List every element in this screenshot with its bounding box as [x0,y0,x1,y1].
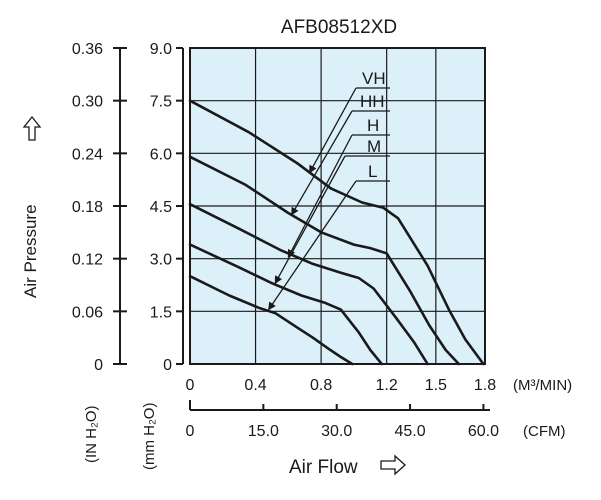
right-arrow-icon [380,454,406,476]
chart-title: AFB08512XD [281,17,397,38]
up-arrow-icon [22,115,42,141]
x-tick-label-cfm: 15.0 [248,423,279,440]
x-tick-label-m3min: 1.8 [474,377,496,394]
y-tick-label-mmh2o: 4.5 [150,199,172,216]
x-tick-label-m3min: 0 [186,377,195,394]
y-unit-inh2o: (IN H₂O) [83,406,100,463]
y-tick-label-inh2o: 0.36 [72,41,103,58]
y-tick-labels-inh2o: 0 0.06 0.12 0.18 0.24 0.30 0.36 [72,41,103,374]
y-tick-label-mmh2o: 3.0 [150,252,172,269]
y-tick-label-mmh2o: 0 [163,357,172,374]
leader-arrow [309,87,357,174]
x-tick-label-m3min: 0.8 [310,377,332,394]
x-unit-m3min: (M³/MIN) [513,377,572,394]
y-axis [113,47,184,365]
series-line-vh [188,99,485,366]
x-axis-cfm: 0 15.0 30.0 45.0 60.0 [186,400,499,440]
x-axis-label: Air Flow [289,457,358,478]
series-line-l [188,274,354,366]
series-line-m [188,243,384,366]
x-tick-label-cfm: 45.0 [394,423,425,440]
y-tick-label-mmh2o: 6.0 [150,146,172,163]
series-group [188,99,485,366]
series-label-h: H [367,116,379,135]
y-tick-labels-mmh2o: 0 1.5 3.0 4.5 6.0 7.5 9.0 [150,41,172,374]
x-tick-label-cfm: 0 [186,423,195,440]
y-tick-label-inh2o: 0.18 [72,199,103,216]
series-line-h [188,202,429,366]
y-tick-label-inh2o: 0.06 [72,304,103,321]
y-axis-label: Air Pressure [21,204,40,298]
y-tick-label-mmh2o: 9.0 [150,41,172,58]
series-label-m: M [367,137,381,156]
series-label-vh: VH [362,69,386,88]
x-tick-label-m3min: 1.2 [376,377,398,394]
x-tick-label-m3min: 0.4 [244,377,266,394]
series-label-hh: HH [360,92,385,111]
y-tick-label-inh2o: 0.30 [72,94,103,111]
y-tick-label-inh2o: 0 [94,357,103,374]
y-tick-label-mmh2o: 1.5 [150,304,172,321]
leader-arrow [274,155,346,285]
x-tick-label-cfm: 60.0 [468,423,499,440]
y-tick-label-mmh2o: 7.5 [150,94,172,111]
grid [190,48,485,364]
x-tick-label-cfm: 30.0 [321,423,352,440]
x-axis-m3min: 0 0.4 0.8 1.2 1.5 1.8 [186,377,497,394]
series-line-hh [188,155,461,366]
leader-arrow [287,134,353,258]
leader-arrow [291,110,353,216]
plot-frame [189,47,486,365]
y-tick-label-inh2o: 0.12 [72,252,103,269]
x-tick-label-m3min: 1.5 [425,377,447,394]
y-unit-mmh2o: (mm H₂O) [141,403,158,470]
leader-arrow [268,180,357,311]
y-tick-label-inh2o: 0.24 [72,146,103,163]
series-label-l: L [368,162,377,181]
x-unit-cfm: (CFM) [523,423,565,440]
